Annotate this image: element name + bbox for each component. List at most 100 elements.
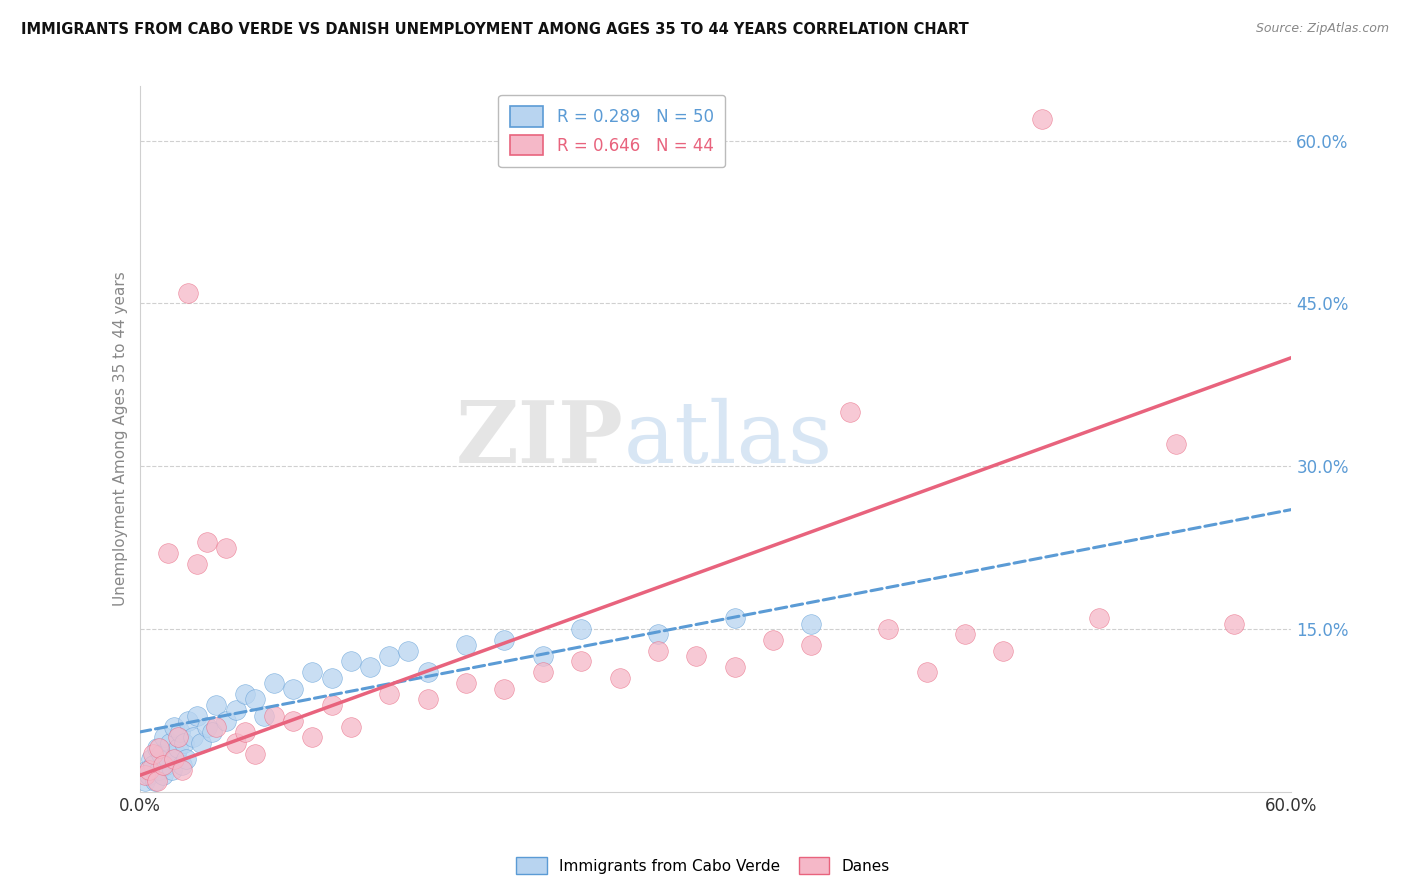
Point — [149, 747, 172, 761]
Y-axis label: Unemployment Among Ages 35 to 44 years: Unemployment Among Ages 35 to 44 years — [114, 272, 128, 607]
Point — [569, 655, 592, 669]
Point — [838, 405, 860, 419]
Point — [136, 763, 159, 777]
Point — [339, 720, 361, 734]
Legend: Immigrants from Cabo Verde, Danes: Immigrants from Cabo Verde, Danes — [510, 851, 896, 880]
Text: ZIP: ZIP — [456, 397, 623, 481]
Text: IMMIGRANTS FROM CABO VERDE VS DANISH UNEMPLOYMENT AMONG AGES 35 TO 44 YEARS CORR: IMMIGRANTS FROM CABO VERDE VS DANISH UNE… — [21, 22, 969, 37]
Point — [167, 731, 190, 745]
Point — [915, 665, 938, 680]
Point — [301, 665, 323, 680]
Point — [205, 720, 228, 734]
Point — [243, 692, 266, 706]
Point — [139, 752, 162, 766]
Point — [1088, 611, 1111, 625]
Point — [152, 757, 174, 772]
Point — [494, 681, 516, 696]
Point — [281, 681, 304, 696]
Point — [173, 736, 195, 750]
Point — [416, 665, 439, 680]
Point — [186, 557, 208, 571]
Point — [181, 731, 204, 745]
Point — [531, 648, 554, 663]
Point — [195, 720, 218, 734]
Point — [138, 763, 160, 777]
Point — [263, 708, 285, 723]
Point — [146, 773, 169, 788]
Point — [339, 655, 361, 669]
Point — [134, 768, 156, 782]
Point — [953, 627, 976, 641]
Point — [1223, 616, 1246, 631]
Point — [454, 638, 477, 652]
Point — [157, 546, 180, 560]
Point — [321, 671, 343, 685]
Point — [201, 725, 224, 739]
Point — [215, 714, 238, 728]
Point — [243, 747, 266, 761]
Point — [163, 720, 186, 734]
Point — [159, 736, 181, 750]
Point — [993, 643, 1015, 657]
Point — [170, 763, 193, 777]
Point — [724, 660, 747, 674]
Point — [142, 747, 165, 761]
Point — [685, 648, 707, 663]
Point — [494, 632, 516, 647]
Point — [378, 648, 401, 663]
Point — [233, 725, 256, 739]
Point — [359, 660, 381, 674]
Point — [170, 757, 193, 772]
Point — [416, 692, 439, 706]
Point — [157, 752, 180, 766]
Point — [152, 768, 174, 782]
Text: atlas: atlas — [623, 398, 832, 481]
Point — [176, 285, 198, 300]
Point — [531, 665, 554, 680]
Point — [153, 731, 176, 745]
Legend: R = 0.289   N = 50, R = 0.646   N = 44: R = 0.289 N = 50, R = 0.646 N = 44 — [498, 95, 725, 167]
Point — [800, 616, 823, 631]
Point — [195, 535, 218, 549]
Point — [205, 698, 228, 712]
Point — [569, 622, 592, 636]
Text: Source: ZipAtlas.com: Source: ZipAtlas.com — [1256, 22, 1389, 36]
Point — [174, 752, 197, 766]
Point — [148, 741, 170, 756]
Point — [143, 773, 166, 788]
Point — [148, 763, 170, 777]
Point — [762, 632, 785, 647]
Point — [647, 627, 669, 641]
Point — [169, 725, 191, 739]
Point — [301, 731, 323, 745]
Point — [378, 687, 401, 701]
Point — [454, 676, 477, 690]
Point — [647, 643, 669, 657]
Point — [321, 698, 343, 712]
Point — [609, 671, 631, 685]
Point — [186, 708, 208, 723]
Point — [1031, 112, 1053, 126]
Point — [877, 622, 900, 636]
Point — [724, 611, 747, 625]
Point — [263, 676, 285, 690]
Point — [142, 757, 165, 772]
Point — [160, 763, 183, 777]
Point — [215, 541, 238, 555]
Point — [134, 773, 156, 788]
Point — [167, 741, 190, 756]
Point — [253, 708, 276, 723]
Point — [1166, 437, 1188, 451]
Point — [138, 768, 160, 782]
Point — [225, 736, 247, 750]
Point — [281, 714, 304, 728]
Point — [165, 747, 187, 761]
Point — [146, 741, 169, 756]
Point — [190, 736, 212, 750]
Point — [800, 638, 823, 652]
Point — [396, 643, 419, 657]
Point — [155, 757, 177, 772]
Point — [176, 714, 198, 728]
Point — [163, 752, 186, 766]
Point — [225, 703, 247, 717]
